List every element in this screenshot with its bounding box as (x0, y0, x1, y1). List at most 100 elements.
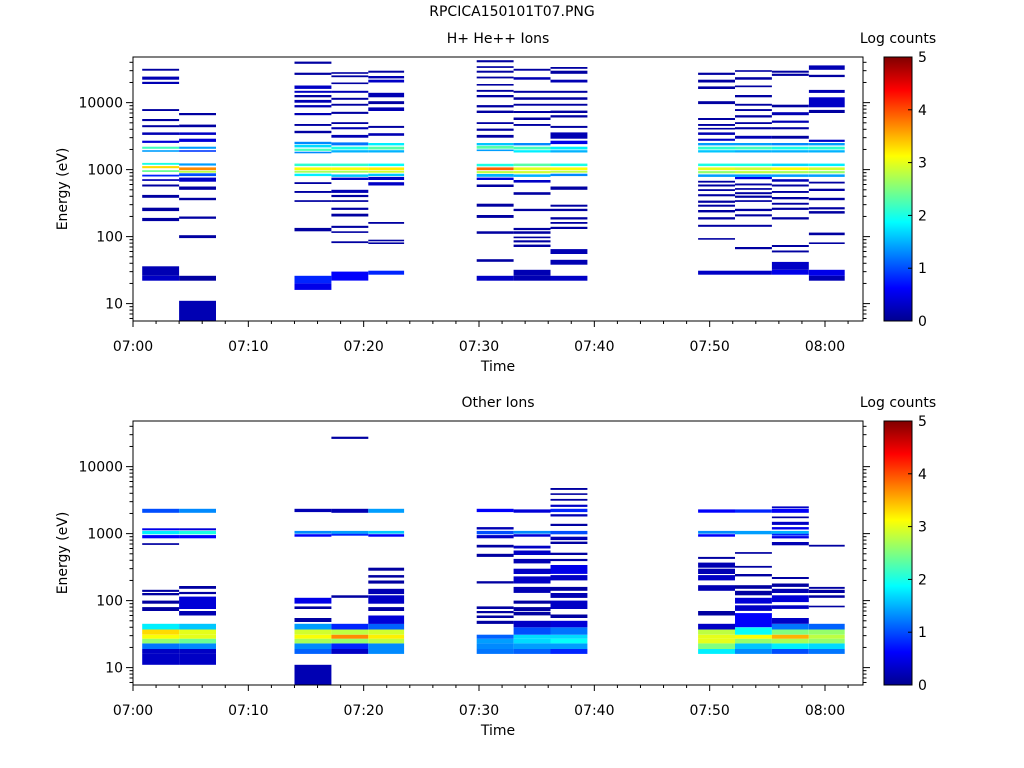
panel2-data-cell (476, 581, 514, 584)
panel2-data-cell (550, 648, 588, 654)
panel1-x-tick-label: 07:10 (228, 339, 268, 355)
panel1-data-cell (476, 184, 514, 187)
panel2-data-cell (771, 623, 809, 630)
panel1-data-cell (735, 85, 772, 88)
panel2-x-tick-label: 07:50 (689, 703, 729, 719)
panel1-y-tick-label: 10000 (78, 96, 123, 112)
panel2-data-cell (513, 530, 551, 534)
panel1-y-tick-label: 1000 (87, 163, 123, 179)
panel1-data-cell (331, 194, 369, 198)
panel1-data-cell (735, 208, 772, 212)
panel1-data-cell (698, 174, 735, 177)
panel1-data-cell (476, 128, 514, 131)
panel1-data-cell (179, 177, 216, 182)
panel1-data-cell (476, 259, 514, 262)
panel2-data-cell (142, 638, 180, 644)
panel2-data-cell (368, 588, 405, 595)
panel1-data-cell (550, 115, 588, 118)
panel1-data-cell (331, 142, 369, 146)
panel1-data-cell (476, 177, 514, 180)
panel2-data-cell (476, 611, 514, 614)
panel1-data-cell (550, 249, 588, 254)
panel1-data-cell (331, 134, 369, 138)
panel2-data-cell (735, 597, 772, 604)
panel1-data-cell (771, 104, 809, 108)
panel2-data-cell (513, 627, 551, 635)
panel2-data-cell (550, 643, 588, 649)
panel2-x-tick-label: 07:20 (343, 703, 383, 719)
panel1-data-cell (294, 148, 332, 151)
panel2-colorbar-tick-label: 3 (918, 520, 927, 536)
panel1-data-cell (698, 79, 735, 83)
panel1-data-cell (513, 143, 551, 146)
panel1-data-cell (368, 222, 405, 224)
panel1-data-cell (476, 76, 514, 79)
panel1-data-cell (698, 184, 735, 187)
panel1-data-cell (808, 242, 845, 244)
panel1-data-cell (513, 231, 551, 234)
panel2-data-cell (698, 611, 735, 616)
panel1-data-cell (698, 200, 735, 203)
panel2-x-axis-label: Time (480, 723, 515, 739)
panel2-y-tick-label: 1000 (87, 527, 123, 543)
panel2-data-cell (142, 653, 180, 665)
panel1-data-cell (808, 181, 845, 184)
panel1-data-cell (698, 167, 735, 171)
panel1-data-cell (368, 92, 405, 98)
panel2-data-cell (550, 530, 588, 535)
panel1-y-axis-label: Energy (eV) (55, 148, 71, 231)
panel1-data-cell (294, 173, 332, 177)
panel1-data-cell (368, 101, 405, 105)
panel1-data-cell (771, 70, 809, 73)
panel1-data-cell (735, 150, 772, 153)
panel1-data-cell (513, 275, 551, 281)
panel1-data-cell (513, 180, 551, 183)
panel1-data-cell (331, 177, 369, 180)
panel1-data-cell (735, 174, 772, 177)
panel2-data-cell (550, 614, 588, 618)
panel1-data-cell (476, 110, 514, 113)
panel2-x-tick-label: 07:30 (459, 703, 499, 719)
panel1-data-cell (368, 182, 405, 186)
panel1-data-cell (771, 217, 809, 220)
panel2-colorbar-tick-label: 0 (918, 678, 927, 694)
panel1-data-cell (179, 132, 216, 135)
panel1-data-cell (771, 191, 809, 193)
panel1-data-cell (735, 224, 772, 227)
panel2-data-cell (142, 530, 180, 535)
panel2-data-cell (808, 586, 845, 589)
panel1-data-cell (142, 76, 180, 80)
panel1-data-cell (142, 140, 180, 143)
panel2-data-cell (550, 541, 588, 544)
panel1-data-cell (331, 75, 369, 78)
panel2-data-cell (698, 643, 735, 649)
panel2-data-cell (771, 629, 809, 635)
panel2-colorbar-tick-label: 4 (918, 467, 927, 483)
panel2-data-cell (550, 586, 588, 591)
panel2-data-cell (368, 595, 405, 604)
panel2-data-cell (142, 508, 180, 513)
panel2-data-cell (550, 504, 588, 507)
panel2-data-cell (808, 544, 845, 547)
panel1-x-tick-label: 07:40 (574, 339, 614, 355)
panel2-data-cell (179, 623, 216, 630)
panel1-data-cell (771, 167, 809, 171)
panel1-data-cell (550, 90, 588, 93)
panel2-data-cell (550, 508, 588, 513)
panel2-data-cell (142, 600, 180, 604)
panel1-data-cell (368, 176, 405, 180)
panel1-colorbar-tick-label: 0 (918, 314, 927, 330)
panel2-data-cell (513, 586, 551, 593)
panel1-data-cell (771, 171, 809, 174)
panel1-data-cell (698, 72, 735, 75)
panel1-data-cell (698, 204, 735, 207)
panel1-data-cell (331, 189, 369, 193)
panel2-data-cell (735, 509, 772, 513)
panel2-data-cell (294, 530, 332, 534)
panel2-data-cell (142, 607, 180, 611)
panel1-data-cell (698, 132, 735, 135)
panel1-data-cell (179, 197, 216, 201)
panel1-data-cell (771, 174, 809, 177)
panel1-data-cell (142, 275, 180, 281)
panel1-data-cell (513, 163, 551, 167)
